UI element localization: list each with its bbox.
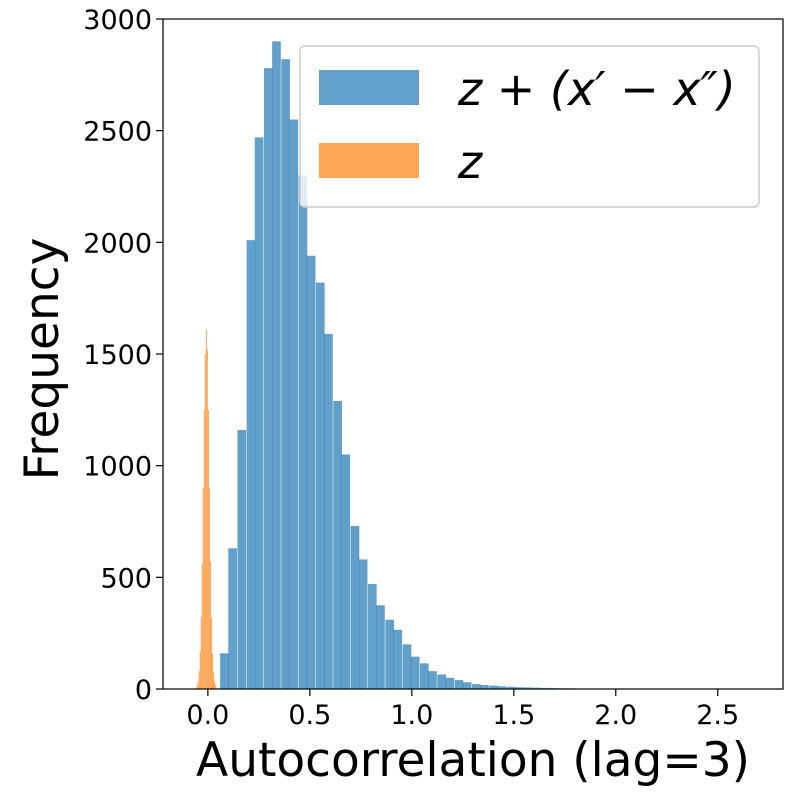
y-tick-label: 0: [135, 675, 152, 706]
bar-series-1: [306, 255, 316, 689]
bar-series-1: [471, 684, 481, 689]
bar-series-2: [199, 651, 201, 689]
bar-series-1: [237, 429, 247, 689]
bar-series-1: [489, 685, 498, 689]
bar-series-1: [428, 671, 437, 689]
x-tick-label: 1.5: [492, 700, 535, 731]
bar-series-2: [207, 409, 209, 689]
legend-label-series-2: z: [457, 135, 483, 189]
y-tick-label: 3000: [83, 5, 152, 36]
y-tick-label: 2000: [83, 228, 152, 259]
bar-series-1: [289, 119, 299, 689]
bar-series-2: [213, 681, 216, 689]
bar-series-1: [333, 400, 342, 689]
x-tick-label: 2.5: [696, 700, 739, 731]
bar-series-2: [197, 681, 199, 689]
bar-series-2: [208, 488, 210, 689]
bar-series-1: [480, 684, 489, 689]
bar-series-2: [212, 672, 214, 689]
x-axis-title: Autocorrelation (lag=3): [196, 733, 750, 788]
bar-series-1: [497, 686, 507, 689]
legend-label-series-1: z + (x′ − x″): [457, 62, 736, 116]
bar-series-1: [341, 454, 351, 689]
x-tick-label: 0.0: [186, 700, 229, 731]
bar-series-2: [211, 653, 213, 689]
bar-series-2: [196, 685, 198, 689]
bar-series-1: [324, 333, 333, 689]
bar-series-2: [215, 685, 217, 689]
bar-series-1: [358, 559, 368, 689]
bar-series-2: [204, 354, 206, 689]
y-tick-label: 500: [100, 563, 152, 594]
bar-series-1: [350, 525, 360, 689]
bar-series-1: [367, 584, 377, 689]
bar-series-2: [205, 329, 207, 689]
bar-series-2: [201, 563, 203, 689]
bar-series-1: [246, 240, 256, 689]
bar-series-1: [376, 605, 385, 689]
bar-series-1: [263, 68, 273, 690]
bar-series-2: [203, 409, 205, 689]
bar-series-1: [220, 653, 229, 689]
bar-series-1: [445, 677, 455, 689]
bar-series-1: [514, 687, 524, 689]
y-tick-label: 1000: [83, 452, 152, 483]
bar-series-2: [216, 687, 218, 689]
bar-series-1: [506, 686, 516, 689]
bar-series-1: [385, 619, 394, 689]
bar-series-1: [419, 663, 429, 689]
bar-series-1: [393, 629, 403, 689]
bar-series-1: [254, 137, 264, 689]
bar-series-2: [209, 561, 211, 689]
legend-swatch-series-2: [319, 143, 419, 178]
x-tick-label: 1.0: [390, 700, 433, 731]
bar-series-2: [206, 349, 208, 689]
y-axis-title: Frequency: [15, 238, 70, 481]
bar-series-2: [202, 488, 204, 689]
legend-swatch-series-1: [319, 70, 419, 105]
bar-series-1: [315, 282, 325, 689]
bars-group: [194, 41, 767, 690]
bar-series-1: [402, 644, 412, 689]
bar-series-1: [228, 548, 237, 689]
bar-series-1: [454, 680, 464, 689]
x-tick-label: 0.5: [288, 700, 331, 731]
x-tick-label: 2.0: [594, 700, 637, 731]
bar-series-1: [437, 674, 446, 689]
bar-series-1: [523, 687, 533, 689]
bar-series-2: [198, 671, 200, 689]
bar-series-1: [298, 175, 308, 690]
bar-series-1: [281, 59, 290, 689]
legend: z + (x′ − x″) z: [299, 45, 760, 208]
y-tick-label: 2500: [83, 117, 152, 148]
bar-series-1: [462, 682, 472, 689]
bar-series-1: [410, 656, 420, 689]
y-tick-label: 1500: [83, 340, 152, 371]
bar-series-2: [200, 617, 202, 689]
bar-series-1: [272, 41, 281, 690]
ticks-group: 0.0 0.5 1.0 1.5 2.0 2.5 0 500 1000 1500 2000 2500 30…: [83, 5, 739, 731]
bar-series-1: [532, 687, 541, 689]
bar-series-2: [210, 617, 212, 689]
